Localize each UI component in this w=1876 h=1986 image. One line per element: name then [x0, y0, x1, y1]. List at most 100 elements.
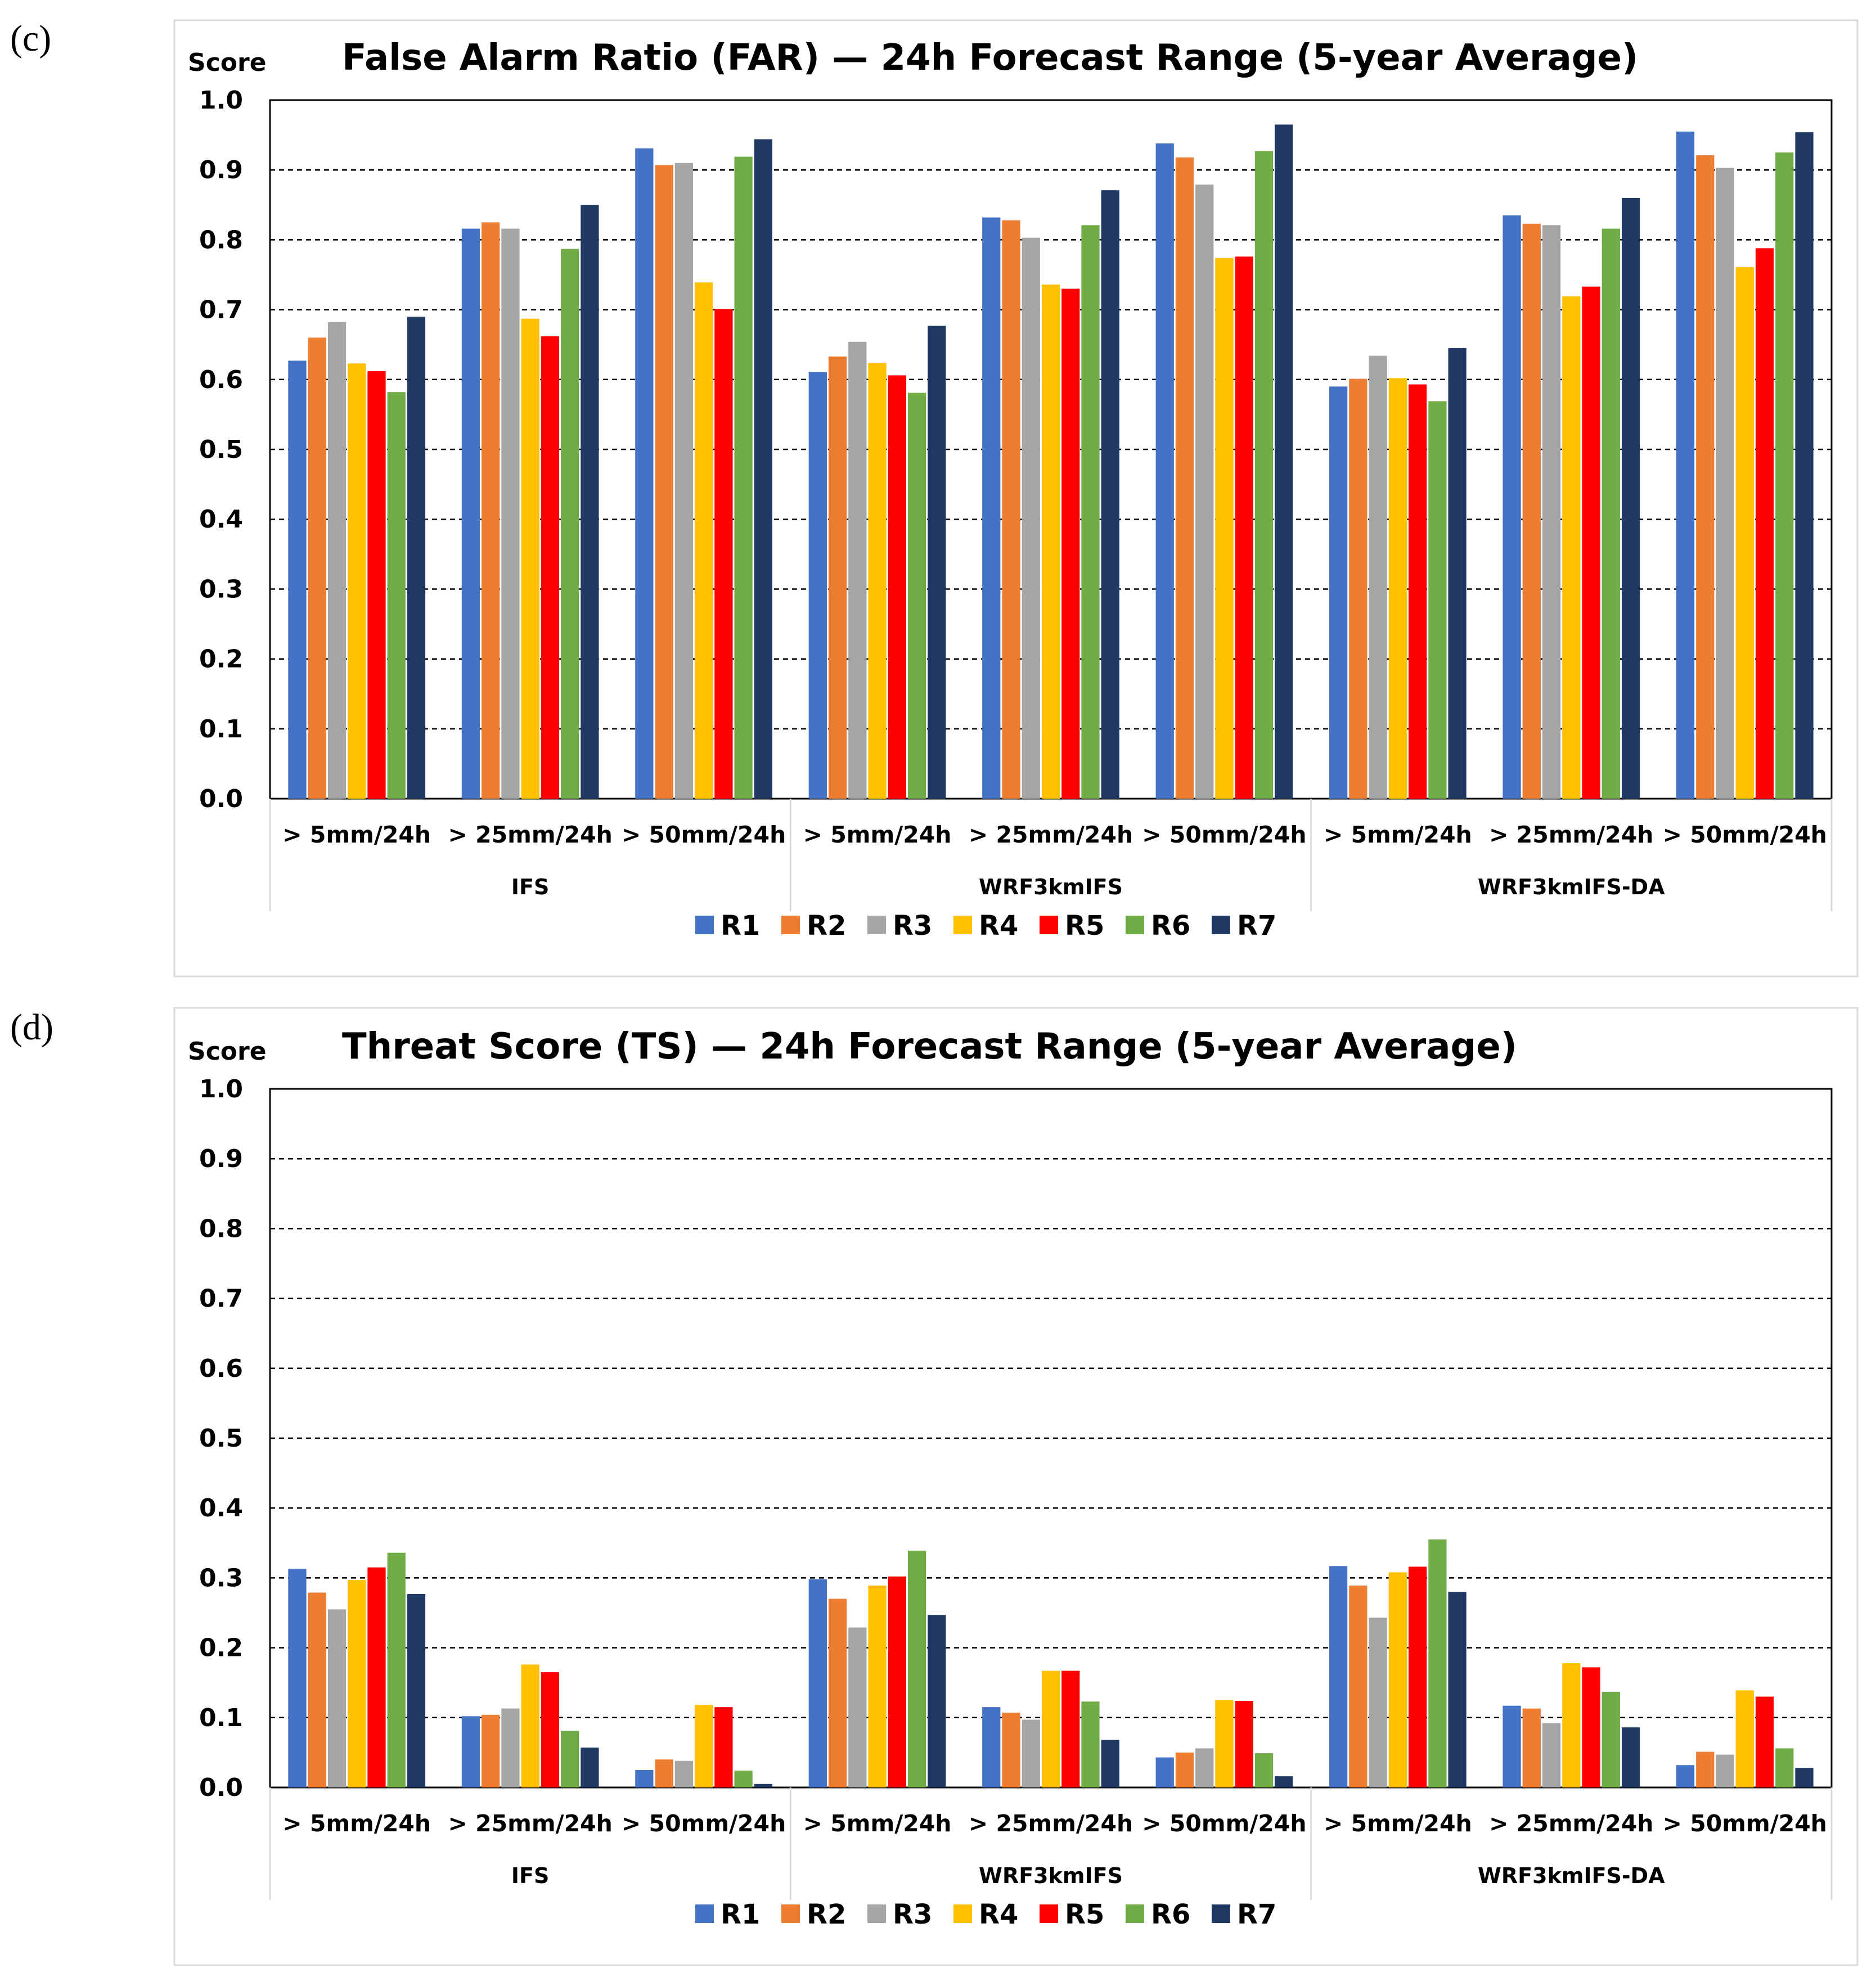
bar-r3-3-2	[1542, 1723, 1561, 1787]
y-tick-label: 1.0	[199, 86, 243, 115]
bar-r3-2-1	[848, 1627, 867, 1787]
bar-r4-2-1	[868, 362, 887, 799]
bar-r3-3-1	[1369, 1618, 1387, 1787]
bar-r1-2-3	[1155, 1757, 1174, 1787]
legend-label: R4	[979, 910, 1018, 942]
bar-r2-1-1	[308, 337, 326, 799]
bar-r6-2-3	[1254, 1753, 1274, 1787]
bar-r7-2-2	[1101, 190, 1119, 799]
panel-label: (c)	[10, 18, 51, 59]
bar-r1-3-1	[1329, 1566, 1348, 1787]
bar-r7-1-1	[407, 317, 426, 799]
chart-title: False Alarm Ratio (FAR) — 24h Forecast R…	[342, 37, 1638, 79]
bar-r3-3-3	[1716, 1754, 1734, 1787]
bar-r5-2-3	[1235, 256, 1253, 799]
legend-item-r4: R4	[953, 910, 1018, 942]
bar-r2-3-1	[1349, 379, 1367, 799]
legend-swatch	[1212, 1904, 1230, 1923]
bar-r7-1-1	[407, 1593, 426, 1787]
bar-r3-1-1	[327, 322, 347, 799]
bar-r5-1-3	[714, 1707, 733, 1787]
y-tick-label: 0.1	[199, 1704, 243, 1732]
bar-r4-2-1	[868, 1586, 887, 1787]
category-label: > 25mm/24h	[969, 1810, 1133, 1837]
legend-swatch	[695, 1904, 714, 1923]
bar-r6-1-1	[387, 1552, 406, 1787]
group-label: IFS	[511, 1863, 549, 1888]
bar-r2-3-3	[1696, 1751, 1715, 1787]
y-tick-label: 0.7	[199, 1285, 243, 1313]
group-label: IFS	[511, 875, 549, 899]
legend-label: R1	[721, 910, 760, 942]
bar-r4-1-2	[521, 318, 539, 799]
bar-r5-1-1	[367, 371, 386, 799]
bar-r1-3-3	[1676, 131, 1695, 799]
bar-r2-1-3	[655, 1759, 673, 1787]
category-label: > 50mm/24h	[622, 821, 786, 848]
chart-frame	[173, 19, 1859, 978]
legend-item-r3: R3	[867, 910, 932, 942]
bar-r2-2-1	[828, 356, 847, 799]
legend-item-r6: R6	[1126, 910, 1190, 942]
bar-r4-3-2	[1562, 296, 1581, 799]
y-tick-label: 0.9	[199, 156, 243, 184]
bar-r4-1-3	[694, 1705, 713, 1787]
bar-r3-2-3	[1195, 184, 1214, 799]
bar-r6-1-2	[561, 249, 579, 799]
bar-r5-1-1	[367, 1567, 386, 1787]
legend-label: R2	[807, 1899, 846, 1930]
category-label: > 25mm/24h	[448, 821, 612, 848]
category-label: > 25mm/24h	[969, 821, 1133, 848]
bar-r5-3-1	[1409, 1566, 1427, 1787]
y-tick-label: 0.8	[199, 1214, 243, 1243]
bar-r3-1-1	[327, 1609, 347, 1787]
bar-r6-2-2	[1081, 225, 1100, 799]
bar-r1-2-1	[808, 372, 827, 799]
chart-panel-1: (c) False Alarm Ratio (FAR) — 24h Forecas…	[10, 18, 1859, 978]
category-label: > 5mm/24h	[803, 1810, 952, 1837]
bar-r1-3-2	[1502, 1705, 1521, 1787]
bar-r1-1-2	[461, 1716, 480, 1787]
y-tick-label: 0.4	[199, 1494, 243, 1523]
chart-panel-2: (d) Threat Score (TS) — 24h Forecast Rang…	[10, 1007, 1859, 1966]
legend-label: R6	[1151, 1899, 1190, 1930]
bar-r5-2-3	[1235, 1700, 1253, 1787]
bar-r3-1-2	[501, 1708, 520, 1787]
panel-label: (d)	[10, 1007, 53, 1048]
bar-r6-3-1	[1428, 1539, 1447, 1787]
bar-r7-1-2	[581, 205, 599, 799]
y-tick-label: 0.5	[199, 1424, 243, 1453]
bar-r1-3-1	[1329, 386, 1348, 799]
y-tick-label: 1.0	[199, 1075, 243, 1104]
bar-r5-2-1	[888, 1576, 906, 1787]
bar-r5-3-3	[1755, 1696, 1774, 1787]
legend-swatch	[1212, 916, 1230, 934]
bar-r5-3-1	[1409, 384, 1427, 799]
bar-r4-3-3	[1735, 267, 1754, 799]
bar-r7-3-2	[1621, 1727, 1640, 1787]
bar-r2-3-3	[1696, 155, 1715, 799]
legend-swatch	[1040, 1904, 1058, 1923]
y-tick-label: 0.2	[199, 645, 243, 674]
legend-label: R5	[1065, 910, 1104, 942]
bar-r7-3-1	[1448, 348, 1466, 799]
bar-r1-2-1	[808, 1579, 827, 1787]
bar-r2-2-3	[1175, 157, 1194, 799]
bar-r6-1-3	[734, 156, 753, 799]
chart-frame	[173, 1007, 1859, 1966]
y-tick-label: 0.3	[199, 575, 243, 604]
y-tick-label: 0.2	[199, 1634, 243, 1663]
bar-r5-3-2	[1582, 1667, 1600, 1787]
category-label: > 50mm/24h	[1142, 1810, 1306, 1837]
bar-r4-3-1	[1388, 378, 1407, 799]
category-label: > 5mm/24h	[1324, 821, 1472, 848]
bar-r6-2-1	[907, 1550, 926, 1787]
bar-r3-1-3	[674, 1760, 693, 1787]
bar-r1-1-3	[635, 148, 654, 799]
category-label: > 50mm/24h	[1142, 821, 1306, 848]
y-tick-label: 0.6	[199, 366, 243, 394]
bar-r3-2-2	[1022, 237, 1040, 799]
bar-r2-3-1	[1349, 1586, 1367, 1787]
bar-r3-3-3	[1716, 168, 1734, 799]
